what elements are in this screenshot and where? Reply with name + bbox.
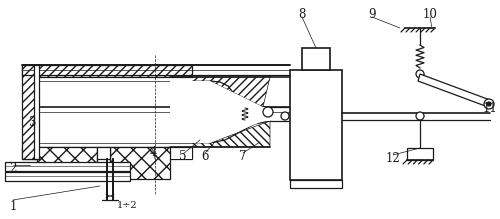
Text: 7: 7 <box>240 150 247 162</box>
Text: 1÷2: 1÷2 <box>116 201 138 210</box>
Bar <box>5 162 130 171</box>
Text: 5: 5 <box>179 150 187 162</box>
Text: 9: 9 <box>368 7 376 21</box>
Text: 10: 10 <box>422 7 438 21</box>
Bar <box>22 65 37 159</box>
Bar <box>22 65 192 77</box>
Text: 6: 6 <box>201 150 209 162</box>
Bar <box>290 70 342 180</box>
Bar <box>37 147 97 179</box>
Polygon shape <box>170 77 270 107</box>
Circle shape <box>416 112 424 120</box>
Polygon shape <box>170 121 270 147</box>
Polygon shape <box>170 81 270 143</box>
Bar <box>97 147 110 179</box>
Bar <box>407 148 433 160</box>
Text: 1: 1 <box>10 201 16 214</box>
Circle shape <box>263 107 273 117</box>
Bar <box>110 147 170 179</box>
Text: 11: 11 <box>482 101 498 115</box>
Bar <box>34 65 39 159</box>
Circle shape <box>484 99 494 109</box>
Text: 3: 3 <box>28 117 36 129</box>
Bar <box>302 48 330 70</box>
Polygon shape <box>418 74 490 107</box>
Bar <box>37 77 192 159</box>
Bar <box>5 172 130 181</box>
Circle shape <box>281 112 289 120</box>
Text: 4: 4 <box>149 145 157 159</box>
Circle shape <box>416 70 424 78</box>
Text: 8: 8 <box>298 7 306 21</box>
Text: 2: 2 <box>10 161 16 175</box>
Circle shape <box>487 102 491 106</box>
Text: 12: 12 <box>386 152 400 164</box>
Bar <box>290 180 342 188</box>
Bar <box>22 147 192 159</box>
